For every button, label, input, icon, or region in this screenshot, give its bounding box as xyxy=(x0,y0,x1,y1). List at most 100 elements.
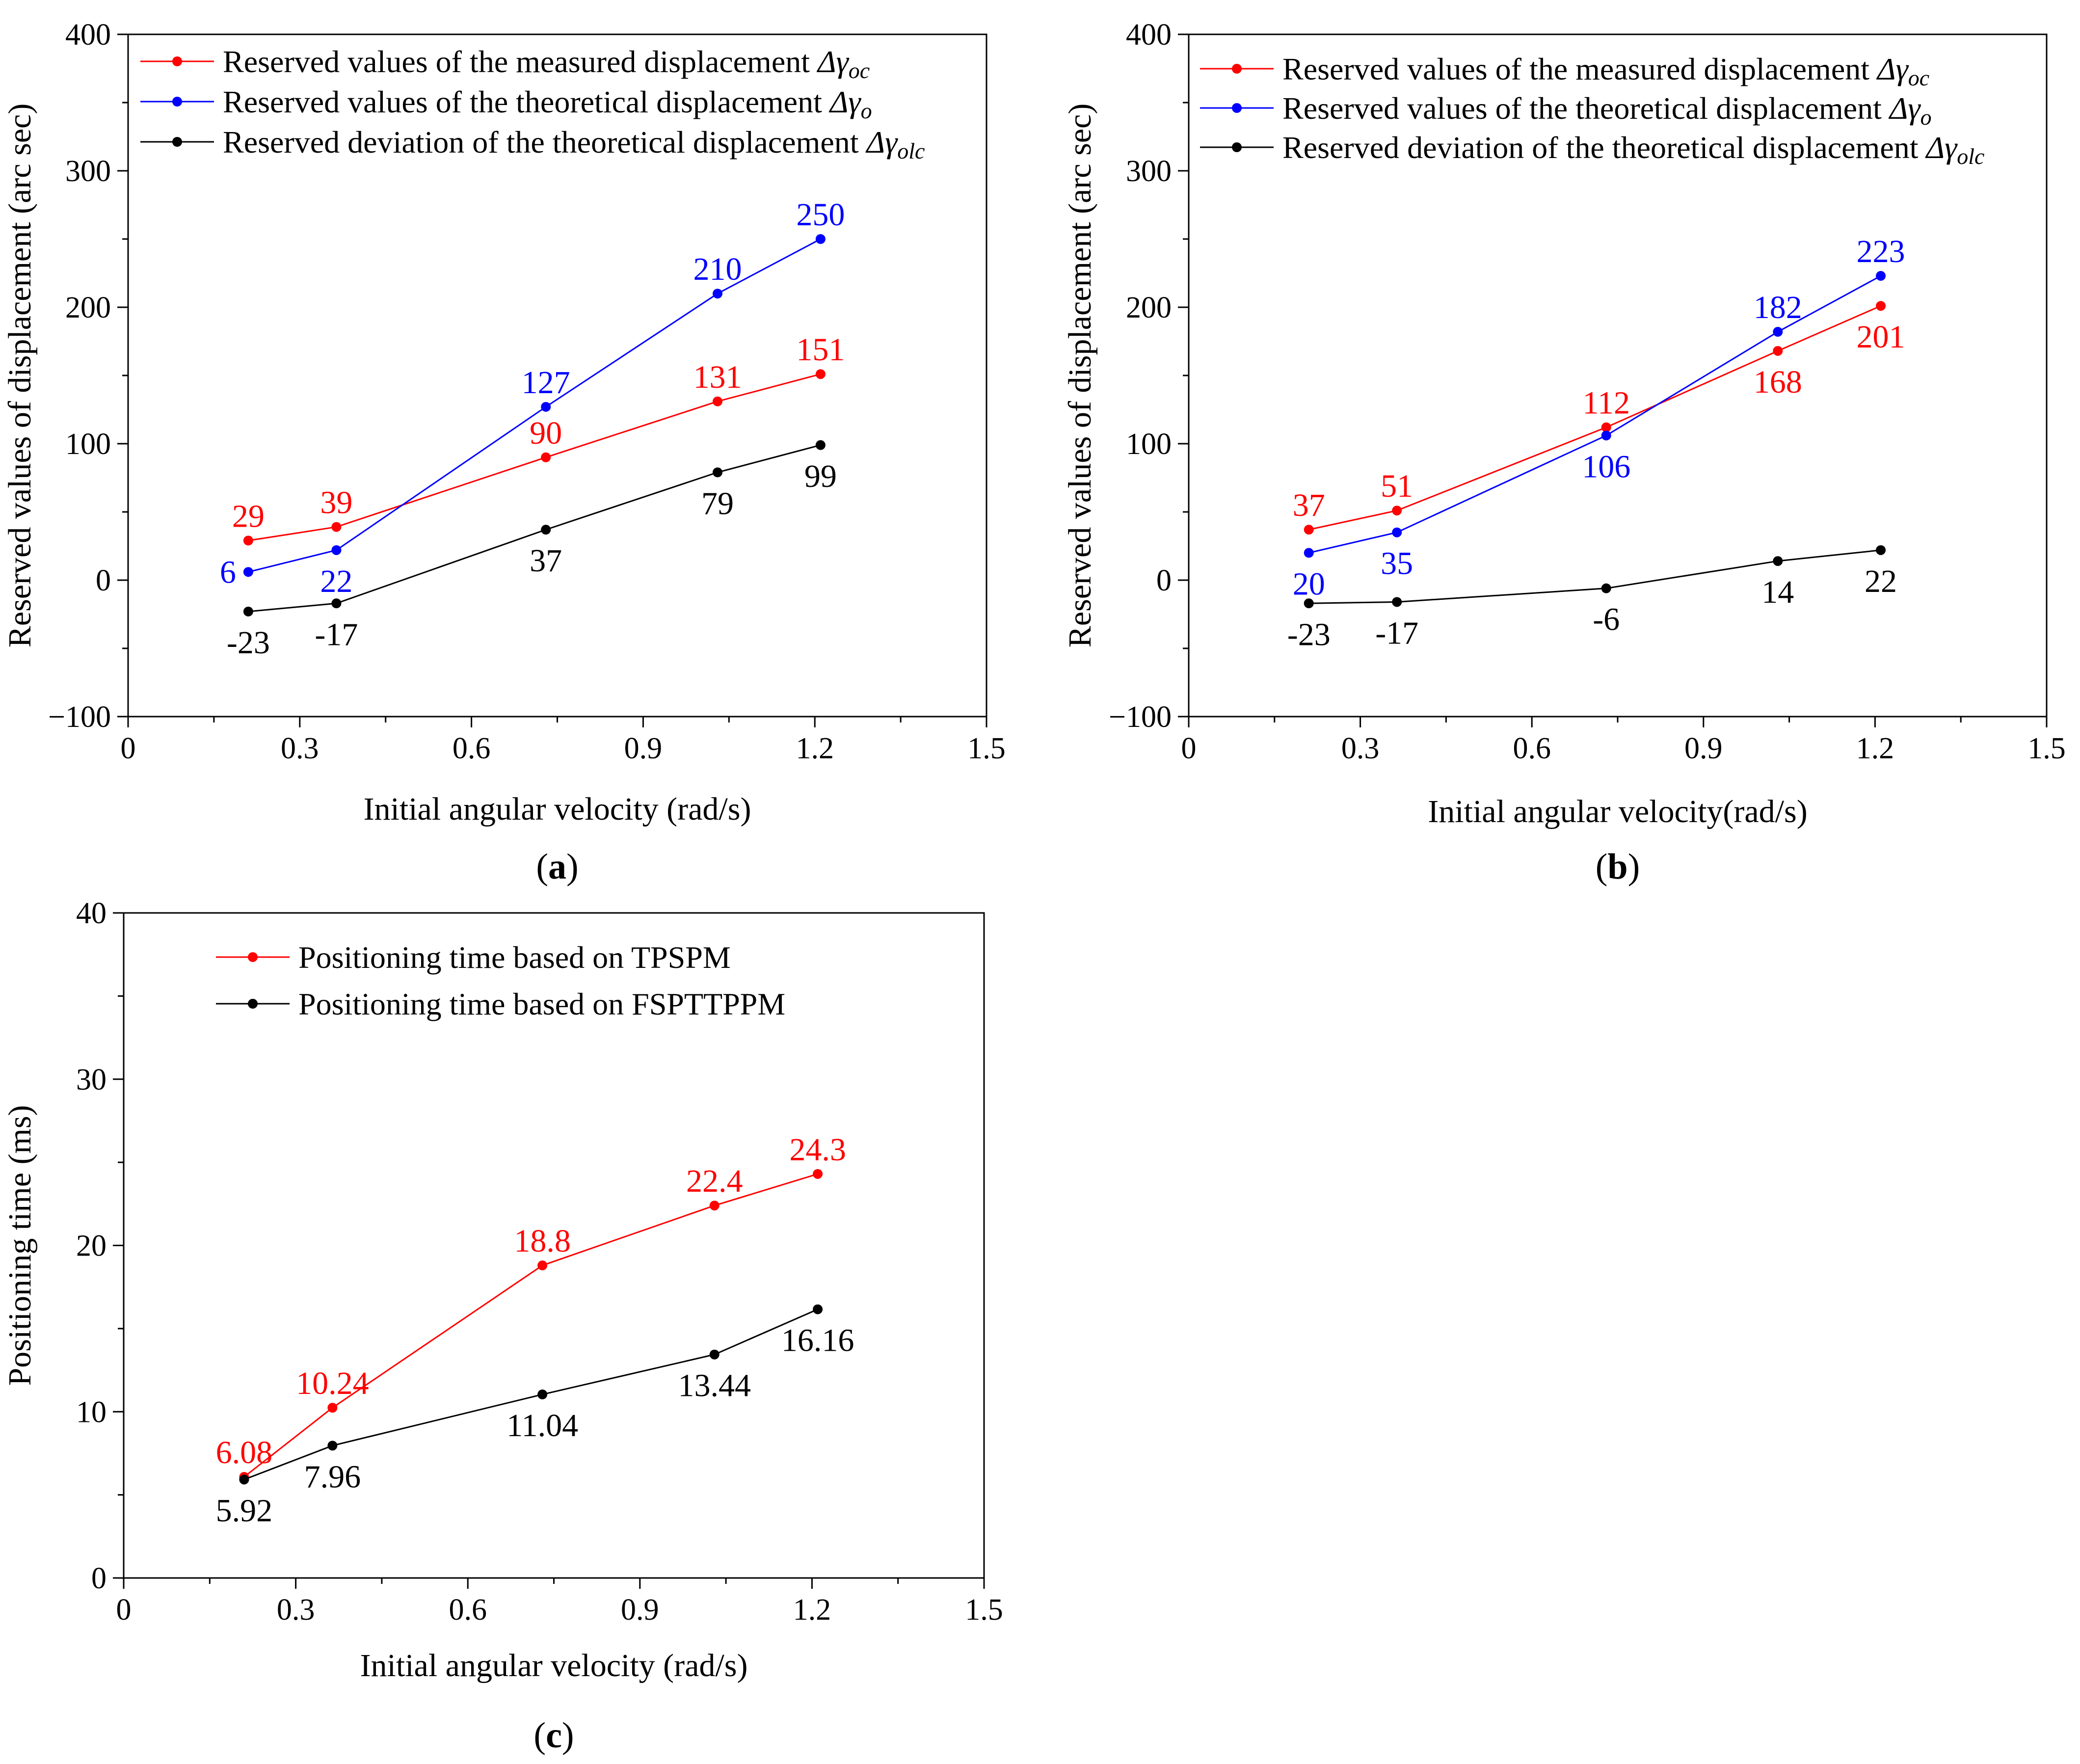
legend-label: Reserved values of the measured displace… xyxy=(223,44,870,83)
data-point xyxy=(1392,527,1402,537)
data-point xyxy=(709,1201,720,1211)
data-point xyxy=(813,1169,823,1179)
y-tick-label: 200 xyxy=(65,291,111,324)
data-point xyxy=(712,467,722,478)
data-point xyxy=(331,545,342,555)
data-label: 29 xyxy=(232,498,265,534)
series-2: -23 -17 -6 14 22 xyxy=(1287,545,1897,652)
legend-entry: Reserved values of the measured displace… xyxy=(140,44,870,83)
data-point xyxy=(537,1390,548,1400)
data-point xyxy=(537,1260,548,1271)
legend-marker xyxy=(172,56,182,66)
data-label: -23 xyxy=(227,625,270,661)
legend-marker xyxy=(248,999,258,1009)
data-point xyxy=(815,234,826,244)
series-1: 6 22 127 210 250 xyxy=(220,197,845,599)
data-label: 6 xyxy=(220,554,236,590)
legend-marker xyxy=(1232,103,1242,113)
x-axis-label: Initial angular velocity (rad/s) xyxy=(364,791,751,827)
legend-text: Positioning time based on TPSPM xyxy=(298,940,731,975)
data-label: 223 xyxy=(1857,234,1905,269)
series-line xyxy=(248,238,821,573)
data-label: 5.92 xyxy=(216,1493,273,1528)
panel-label-close: ) xyxy=(562,1715,574,1756)
data-point xyxy=(1876,271,1886,281)
legend-text: Reserved values of the theoretical displ… xyxy=(1282,91,1890,126)
data-label: 13.44 xyxy=(678,1368,751,1404)
data-point xyxy=(813,1304,823,1314)
series-0: 29 39 90 131 151 xyxy=(232,332,845,546)
panel-label-letter: a xyxy=(548,847,566,887)
legend-symbol: Δγ xyxy=(1888,91,1921,126)
data-point xyxy=(709,1349,720,1360)
data-point xyxy=(1773,556,1783,566)
panel-label: (b) xyxy=(1596,847,1640,887)
x-tick-label: 0.6 xyxy=(453,732,491,765)
data-label: 16.16 xyxy=(781,1323,854,1359)
data-point xyxy=(1601,422,1611,432)
y-tick-label: 400 xyxy=(65,18,111,52)
legend-entry: Reserved deviation of the theoretical di… xyxy=(1200,130,1984,169)
data-point xyxy=(331,522,342,532)
legend-text: Reserved values of the measured displace… xyxy=(223,44,818,79)
data-point xyxy=(712,289,722,299)
panel-label-close: ) xyxy=(566,847,579,887)
panel-label-open: ( xyxy=(1596,847,1608,887)
data-label: -6 xyxy=(1593,602,1620,638)
data-label: 35 xyxy=(1381,546,1413,582)
panel-label-letter: b xyxy=(1607,847,1627,887)
data-point xyxy=(1773,327,1783,337)
data-label: 112 xyxy=(1582,385,1630,421)
data-label: 37 xyxy=(530,543,562,579)
series-1: 20 35 106 182 223 xyxy=(1293,234,1905,602)
x-tick-label: 1.2 xyxy=(796,732,834,765)
data-label: 127 xyxy=(522,365,570,401)
legend-label: Reserved deviation of the theoretical di… xyxy=(1282,130,1984,169)
y-tick-label: 400 xyxy=(1126,18,1172,52)
data-point xyxy=(541,525,551,535)
y-tick-label: 300 xyxy=(65,155,111,188)
data-label: 24.3 xyxy=(789,1132,846,1168)
data-point xyxy=(1773,346,1783,356)
legend-marker xyxy=(172,97,182,107)
legend-subscript: oc xyxy=(1908,65,1929,90)
x-tick-label: 0.3 xyxy=(281,732,319,765)
legend-text: Reserved values of the measured displace… xyxy=(1282,52,1877,86)
panel-label-close: ) xyxy=(1628,847,1640,887)
y-tick-label: −100 xyxy=(1109,700,1172,734)
legend-subscript: o xyxy=(1920,105,1932,130)
x-tick-label: 1.5 xyxy=(2027,732,2066,765)
data-label: 99 xyxy=(804,458,837,494)
y-tick-label: 100 xyxy=(1126,428,1172,461)
data-label: 22 xyxy=(320,563,352,599)
data-point xyxy=(541,401,551,412)
data-point xyxy=(1304,525,1314,535)
legend-subscript: o xyxy=(861,98,872,123)
panel-label-open: ( xyxy=(536,847,548,887)
legend-label: Positioning time based on FSPTTPPM xyxy=(298,987,785,1021)
legend-label: Reserved values of the theoretical displ… xyxy=(223,84,872,123)
y-tick-label: 40 xyxy=(76,897,107,930)
x-tick-label: 0.3 xyxy=(277,1593,315,1627)
series-0: 6.08 10.24 18.8 22.4 24.3 xyxy=(216,1132,846,1482)
data-point xyxy=(239,1474,249,1485)
legend-symbol: Δγ xyxy=(816,44,850,79)
series-2: -23 -17 37 79 99 xyxy=(227,440,837,661)
data-point xyxy=(331,598,342,609)
panel-label-open: ( xyxy=(533,1715,546,1756)
legend-subscript: olc xyxy=(1957,144,1984,169)
data-label: 90 xyxy=(530,415,562,451)
data-label: 22.4 xyxy=(686,1163,743,1199)
data-label: 201 xyxy=(1857,319,1905,355)
data-point xyxy=(541,452,551,462)
legend-marker xyxy=(1232,64,1242,74)
data-label: 14 xyxy=(1761,574,1794,610)
y-tick-label: 0 xyxy=(1156,564,1172,597)
data-label: 182 xyxy=(1754,290,1802,325)
data-label: 131 xyxy=(693,359,742,395)
y-tick-label: 200 xyxy=(1126,291,1172,324)
data-label: 6.08 xyxy=(216,1435,273,1470)
x-tick-label: 0 xyxy=(121,732,136,765)
legend-text: Reserved deviation of the theoretical di… xyxy=(223,125,867,160)
data-point xyxy=(1304,548,1314,558)
